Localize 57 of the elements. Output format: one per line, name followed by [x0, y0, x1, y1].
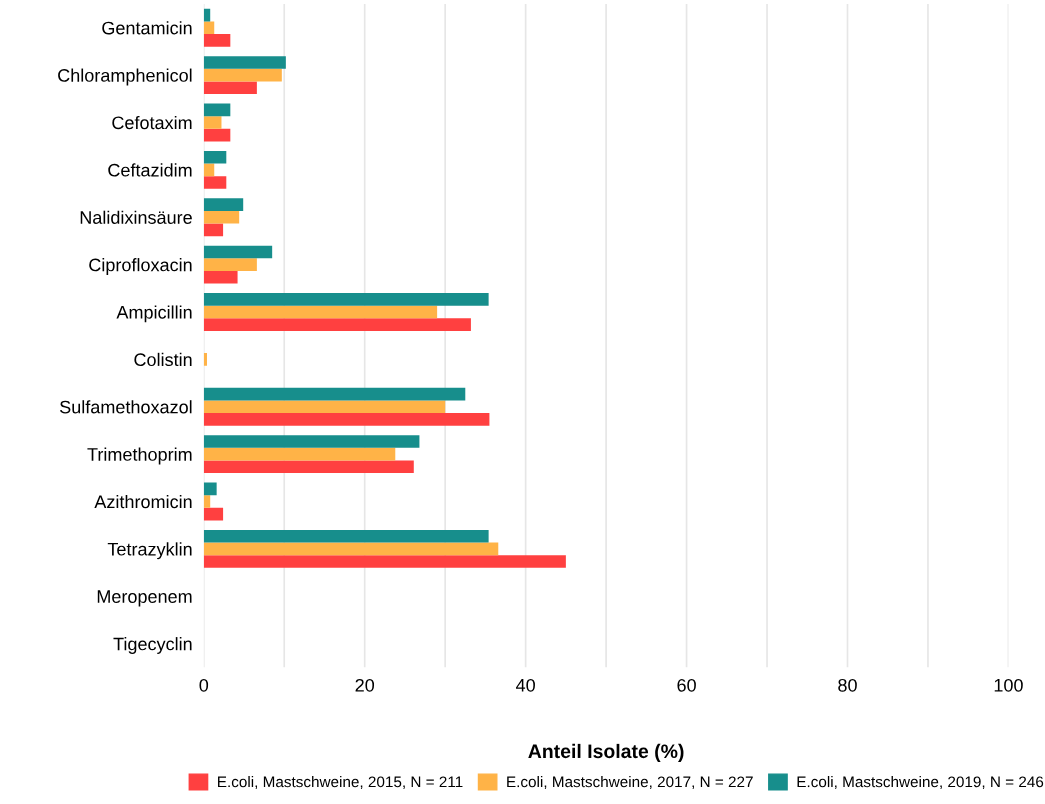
y-tick-label: Cefotaxim — [112, 115, 192, 130]
bar — [203, 435, 420, 448]
y-tick-label: Sulfamethoxazol — [60, 400, 192, 414]
bar — [203, 210, 240, 224]
bar — [203, 81, 257, 95]
bar — [203, 245, 273, 259]
y-tick-label: Ciprofloxacin — [89, 258, 192, 275]
y-tick-label: Trimethoprim — [87, 447, 192, 465]
y-tick-label: Tetrazyklin — [107, 542, 192, 560]
y-tick-label: Ceftazidim — [108, 163, 192, 177]
bar — [203, 223, 224, 237]
bar — [203, 116, 222, 129]
y-tick-label: Ampicillin — [116, 305, 192, 323]
bar — [203, 21, 215, 35]
x-tick-label: 80 — [838, 678, 857, 692]
bar — [203, 413, 490, 426]
x-tick-label: 20 — [355, 678, 375, 692]
x-tick-label: 100 — [994, 678, 1023, 692]
y-tick-label: Nalidixinsäure — [80, 210, 192, 224]
bar — [203, 555, 566, 568]
y-tick-label: Tigecyclin — [113, 637, 192, 654]
y-tick-label: Gentamicin — [102, 21, 192, 35]
x-tick-label: 0 — [199, 678, 209, 692]
bar — [203, 482, 217, 496]
bar — [203, 163, 215, 177]
legend-label: E.coli, Mastschweine, 2019, N = 246 — [797, 776, 1044, 790]
legend-label: E.coli, Mastschweine, 2017, N = 227 — [507, 776, 753, 790]
y-tick-label: Chloramphenicol — [58, 68, 192, 86]
bar — [203, 198, 244, 211]
bar — [203, 529, 489, 543]
bar — [203, 507, 224, 521]
bar — [203, 128, 231, 142]
bar — [203, 387, 466, 401]
bar — [203, 353, 207, 366]
y-tick-label: Meropenem — [97, 590, 192, 607]
bar — [203, 400, 446, 414]
bar — [203, 258, 257, 271]
bar — [203, 293, 489, 306]
bar — [203, 56, 286, 69]
legend-label: E.coli, Mastschweine, 2015, N = 211 — [218, 776, 463, 790]
bar — [203, 103, 231, 117]
bar — [203, 176, 227, 189]
bar — [203, 318, 471, 331]
y-tick-label: Colistin — [134, 352, 192, 367]
bar — [203, 150, 227, 164]
bar — [203, 305, 438, 319]
bar — [203, 34, 231, 47]
bar — [203, 270, 238, 284]
bar — [203, 495, 211, 508]
bar — [203, 460, 414, 474]
x-axis-title: Anteil Isolate (%) — [528, 743, 684, 762]
bar — [203, 447, 396, 461]
bar — [203, 68, 282, 82]
x-tick-label: 40 — [516, 678, 535, 692]
y-tick-label: Azithromicin — [94, 494, 192, 509]
x-tick-label: 60 — [677, 678, 696, 692]
bar — [203, 542, 499, 556]
